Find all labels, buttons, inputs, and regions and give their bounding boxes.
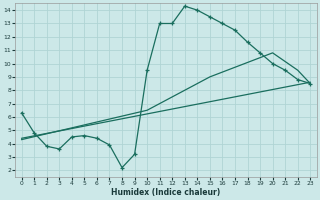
- X-axis label: Humidex (Indice chaleur): Humidex (Indice chaleur): [111, 188, 220, 197]
